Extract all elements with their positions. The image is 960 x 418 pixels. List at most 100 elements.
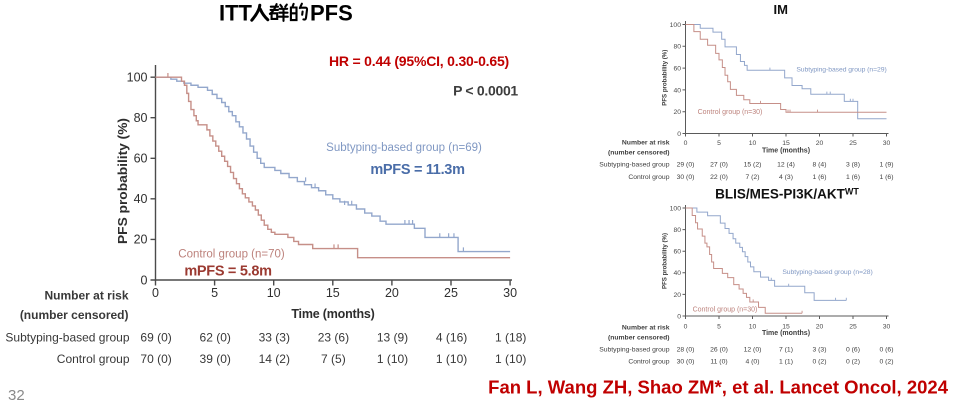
svg-text:Time (months): Time (months) xyxy=(762,148,810,155)
svg-text:28 (0): 28 (0) xyxy=(677,346,695,353)
svg-text:100: 100 xyxy=(127,70,148,84)
svg-text:1 (6): 1 (6) xyxy=(813,174,827,181)
svg-text:PFS probability (%): PFS probability (%) xyxy=(116,118,130,244)
svg-text:14 (2): 14 (2) xyxy=(259,352,290,366)
svg-text:0: 0 xyxy=(141,273,148,287)
svg-text:1 (10): 1 (10) xyxy=(377,352,408,366)
svg-text:40: 40 xyxy=(673,270,681,277)
svg-text:0 (6): 0 (6) xyxy=(846,346,860,353)
svg-text:10: 10 xyxy=(749,324,757,331)
svg-text:0 (2): 0 (2) xyxy=(813,359,827,366)
svg-text:60: 60 xyxy=(673,66,681,73)
svg-text:Control group (n=70): Control group (n=70) xyxy=(178,249,285,261)
svg-text:Subtyping-based group (n=69): Subtyping-based group (n=69) xyxy=(326,142,482,154)
svg-text:20: 20 xyxy=(385,286,399,300)
svg-text:32: 32 xyxy=(8,387,25,404)
svg-text:1 (1): 1 (1) xyxy=(779,359,793,366)
svg-text:5: 5 xyxy=(211,286,218,300)
svg-text:20: 20 xyxy=(134,233,148,247)
svg-text:33 (3): 33 (3) xyxy=(259,331,290,345)
svg-text:30: 30 xyxy=(883,324,891,331)
svg-text:70 (0): 70 (0) xyxy=(140,352,171,366)
svg-text:Number at risk: Number at risk xyxy=(622,139,670,146)
svg-text:0 (2): 0 (2) xyxy=(846,359,860,366)
svg-text:25: 25 xyxy=(444,286,458,300)
svg-text:0: 0 xyxy=(152,286,159,300)
svg-text:30: 30 xyxy=(883,140,891,147)
svg-text:20: 20 xyxy=(673,292,681,299)
svg-text:1 (18): 1 (18) xyxy=(495,331,526,345)
svg-text:60: 60 xyxy=(673,249,681,256)
svg-text:20: 20 xyxy=(816,324,824,331)
svg-text:Control group (n=30): Control group (n=30) xyxy=(698,109,763,116)
svg-text:IM: IM xyxy=(773,2,787,17)
svg-text:Control group: Control group xyxy=(57,352,130,366)
svg-text:80: 80 xyxy=(673,227,681,234)
svg-text:(number censored): (number censored) xyxy=(608,150,670,157)
svg-text:27 (0): 27 (0) xyxy=(710,162,728,169)
svg-text:ITT: ITT xyxy=(219,0,253,25)
svg-text:PFS probability (%): PFS probability (%) xyxy=(662,233,669,289)
svg-text:15: 15 xyxy=(326,286,340,300)
svg-text:30 (0): 30 (0) xyxy=(677,174,695,181)
svg-text:0: 0 xyxy=(684,140,688,147)
svg-text:0: 0 xyxy=(677,131,681,138)
svg-text:4 (0): 4 (0) xyxy=(746,359,760,366)
svg-text:60: 60 xyxy=(134,152,148,166)
svg-text:Fan L, Wang ZH, Shao ZM*, et a: Fan L, Wang ZH, Shao ZM*, et al. Lancet … xyxy=(488,377,949,398)
svg-text:100: 100 xyxy=(670,205,682,212)
svg-text:80: 80 xyxy=(673,44,681,51)
svg-text:PFS: PFS xyxy=(310,0,353,25)
svg-text:mPFS = 11.3m: mPFS = 11.3m xyxy=(370,162,464,178)
svg-text:Control group (n=30): Control group (n=30) xyxy=(693,307,758,314)
svg-text:11 (0): 11 (0) xyxy=(710,359,727,366)
svg-text:0 (6): 0 (6) xyxy=(880,346,894,353)
svg-text:1 (6): 1 (6) xyxy=(880,174,894,181)
svg-text:BLIS/MES-PI3K/AKTWT: BLIS/MES-PI3K/AKTWT xyxy=(715,187,859,202)
svg-text:Number at risk: Number at risk xyxy=(622,325,670,332)
svg-text:Subtyping-based group: Subtyping-based group xyxy=(5,331,129,345)
svg-text:40: 40 xyxy=(673,87,681,94)
svg-text:10: 10 xyxy=(267,286,281,300)
svg-text:(number censored): (number censored) xyxy=(608,334,670,341)
svg-text:10: 10 xyxy=(749,140,757,147)
svg-text:PFS probability (%): PFS probability (%) xyxy=(662,50,669,106)
svg-text:30 (0): 30 (0) xyxy=(677,359,695,366)
svg-text:Control group: Control group xyxy=(628,174,669,181)
svg-text:Subtyping-based group (n=29): Subtyping-based group (n=29) xyxy=(796,67,886,74)
svg-text:80: 80 xyxy=(134,111,148,125)
svg-text:3 (3): 3 (3) xyxy=(813,346,827,353)
svg-text:4 (16): 4 (16) xyxy=(436,331,467,345)
svg-text:Subtyping-based group: Subtyping-based group xyxy=(599,162,670,169)
svg-text:62 (0): 62 (0) xyxy=(200,331,231,345)
svg-text:25: 25 xyxy=(849,140,857,147)
svg-text:Subtyping-based group (n=28): Subtyping-based group (n=28) xyxy=(782,269,872,276)
svg-text:3 (8): 3 (8) xyxy=(846,162,860,169)
svg-text:0: 0 xyxy=(677,313,681,320)
svg-text:39 (0): 39 (0) xyxy=(200,352,231,366)
svg-text:7 (5): 7 (5) xyxy=(321,352,346,366)
svg-text:1 (9): 1 (9) xyxy=(880,162,894,169)
svg-text:5: 5 xyxy=(717,140,721,147)
svg-text:Time (months): Time (months) xyxy=(291,307,374,321)
svg-text:7 (1): 7 (1) xyxy=(779,346,793,353)
svg-text:Time (months): Time (months) xyxy=(762,330,810,337)
svg-text:20: 20 xyxy=(673,109,681,116)
svg-text:5: 5 xyxy=(717,324,721,331)
svg-text:P < 0.0001: P < 0.0001 xyxy=(453,83,518,99)
svg-text:22 (0): 22 (0) xyxy=(710,174,728,181)
svg-text:30: 30 xyxy=(503,286,517,300)
svg-text:100: 100 xyxy=(670,22,682,29)
svg-text:69 (0): 69 (0) xyxy=(140,331,171,345)
svg-text:26 (0): 26 (0) xyxy=(710,346,728,353)
svg-text:12 (4): 12 (4) xyxy=(777,162,795,169)
svg-text:29 (0): 29 (0) xyxy=(677,162,695,169)
svg-text:mPFS = 5.8m: mPFS = 5.8m xyxy=(184,264,271,280)
svg-text:Number at risk: Number at risk xyxy=(44,289,128,303)
svg-text:1 (10): 1 (10) xyxy=(495,352,526,366)
svg-text:1 (6): 1 (6) xyxy=(846,174,860,181)
svg-text:15: 15 xyxy=(782,324,790,331)
svg-text:23 (6): 23 (6) xyxy=(318,331,349,345)
svg-text:Control group: Control group xyxy=(628,359,669,366)
svg-text:13 (9): 13 (9) xyxy=(377,331,408,345)
